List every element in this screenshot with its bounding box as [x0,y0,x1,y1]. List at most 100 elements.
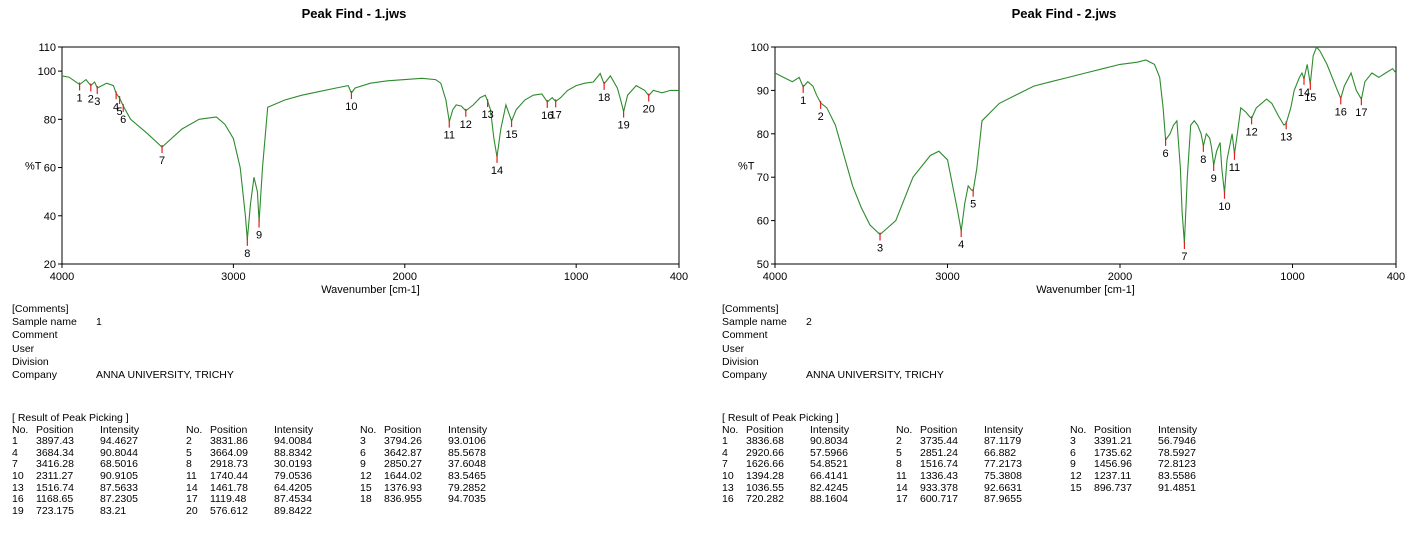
spectrum-panel-2: Peak Find - 2.jws 50 60 70 80 90 100 4000 3000 2… [710,0,1418,554]
field-value: ANNA UNIVERSITY, TRICHY [96,369,234,382]
peak-position: 2311.27 [36,469,74,482]
chart-title: Peak Find - 2.jws [1011,6,1117,21]
x-tick-label: 400 [670,271,688,283]
x-tick-label: 400 [1387,271,1405,283]
peak-intensity: 66.4141 [810,469,848,482]
field-division: Division [12,356,234,369]
table-row: 1 3897.43 94.4627 2 3831.86 94.0084 3 3794.26 93… [12,436,534,448]
comments-header: [Comments] [722,303,779,315]
peak-position: 3684.34 [36,446,74,459]
peak-label: 3 [877,243,883,255]
field-label: Division [722,355,759,368]
peak-label: 2 [818,111,824,123]
field-label: Sample name [722,316,787,329]
column-header: Intensity [274,423,314,436]
peak-label: 9 [256,230,262,242]
column-header: No. [186,423,203,436]
field-label: Division [12,355,49,368]
peak-intensity: 83.5586 [1158,469,1196,482]
peak-position: 1168.65 [36,493,74,506]
peak-position: 2918.73 [210,458,248,471]
peak-position: 2850.27 [384,458,422,471]
column-header: No. [12,423,29,436]
peak-position: 1394.28 [746,469,784,482]
peak-intensity: 88.1604 [810,493,848,506]
peak-position: 3735.44 [920,435,958,448]
peak-label: 5 [117,106,123,118]
peak-intensity: 94.0084 [274,435,312,448]
peak-label: 14 [1298,87,1310,99]
table-row: 10 2311.27 90.9105 11 1740.44 79.0536 12 1644.0… [12,469,534,483]
field-user: User [722,343,944,356]
peak-number: 19 [12,504,24,517]
comments-header: [Comments] [12,303,69,315]
field-user: User [12,343,234,356]
spectrum-panel-1: Peak Find - 1.jws 20 40 60 80 100 110 4000 3000… [0,0,708,554]
y-tick-label: 100 [751,42,769,54]
peak-intensity: 82.4245 [810,481,848,494]
y-tick-label: 100 [38,66,56,78]
peak-label: 7 [159,155,165,167]
peak-number: 5 [186,446,192,459]
peak-intensity: 56.7946 [1158,435,1196,448]
peak-intensity: 57.5966 [810,446,848,459]
peak-position: 1376.93 [384,481,422,494]
peak-label: 16 [541,110,553,122]
peak-number: 13 [12,481,24,494]
peak-intensity [1158,494,1244,506]
peak-label: 11 [444,130,455,142]
column-header: Position [1094,423,1132,436]
peak-label: 1 [800,95,806,107]
peak-intensity: 78.5927 [1158,446,1196,459]
table-row: 7 1626.66 54.8521 8 1516.74 77.2173 9 1456.96 72… [722,459,1244,471]
table-row: 16 1168.65 87.2305 17 1119.48 87.4534 18 836.95… [12,494,534,506]
peak-label: 19 [617,120,629,132]
field-value: ANNA UNIVERSITY, TRICHY [806,369,944,382]
peak-label: 2 [88,94,94,106]
peak-intensity: 90.8034 [810,435,848,448]
peak-position: 723.175 [36,504,74,517]
peak-position: 3664.09 [210,446,248,459]
x-tick-label: 2000 [393,271,417,283]
peak-position: 3897.43 [36,435,74,448]
peak-label: 12 [460,119,472,131]
peak-position: 720.282 [746,493,784,506]
peak-number: 11 [186,469,197,482]
column-header: Position [746,423,784,436]
peak-label: 13 [1280,131,1292,143]
peak-position: 896.737 [1094,481,1132,494]
peak-number: 9 [1070,458,1076,471]
peak-number: 14 [186,481,198,494]
peak-position: 3642.87 [384,446,422,459]
results-header: [ Result of Peak Picking ] [722,412,839,424]
peak-label: 16 [1335,106,1347,118]
peak-number: 13 [722,481,734,494]
peak-number: 2 [896,435,902,448]
field-label: Company [722,369,767,382]
peak-intensity: 54.8521 [810,458,848,471]
peak-number [1070,494,1094,506]
table-row: 7 3416.28 68.5016 8 2918.73 30.0193 9 2850.27 37… [12,459,534,471]
comments-block: [Comments] Sample name 2 Comment User Div… [722,303,944,382]
y-tick-label: 90 [757,85,769,97]
peak-label: 12 [1245,126,1257,138]
peak-number: 11 [896,469,907,482]
peak-label: 20 [643,104,655,116]
column-header: Position [920,423,958,436]
peak-position: 1336.43 [920,469,958,482]
column-header: Position [36,423,74,436]
y-tick-label: 80 [757,129,769,141]
peak-label: 3 [94,96,100,108]
peak-number: 18 [360,493,372,506]
x-tick-label: 1000 [564,271,588,283]
peak-position: 2851.24 [920,446,958,459]
chart-title: Peak Find - 1.jws [301,6,407,21]
field-label: Company [12,369,57,382]
column-header: No. [896,423,913,436]
field-label: User [722,342,745,355]
peak-position [384,506,448,518]
peak-position: 1456.96 [1094,458,1132,471]
field-division: Division [722,356,944,369]
y-tick-label: 60 [44,163,56,175]
table-row: 13 1516.74 87.5633 14 1461.78 64.4205 15 1376.9… [12,481,534,495]
